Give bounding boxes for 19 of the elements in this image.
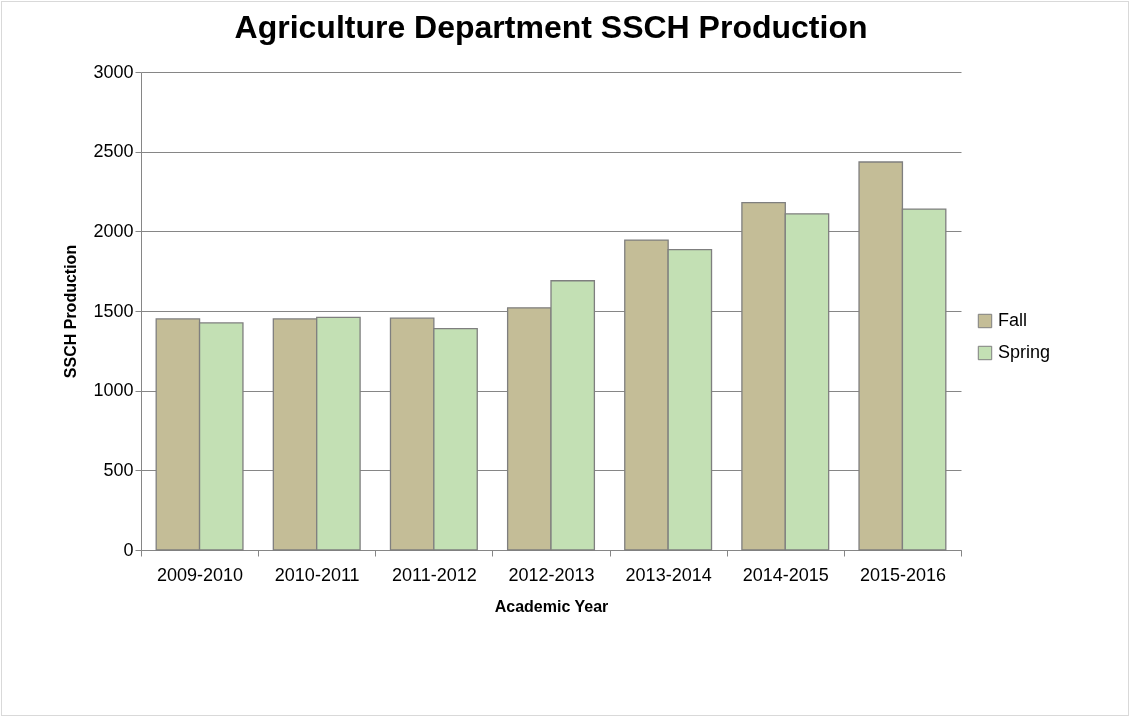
y-tick-label: 500 xyxy=(103,459,134,480)
y-tick-label: 0 xyxy=(123,539,134,560)
x-tick-label: 2009-2010 xyxy=(157,564,244,585)
y-tick-label: 3000 xyxy=(93,61,134,82)
x-tick-label: 2015-2016 xyxy=(859,564,946,585)
y-tick-label: 2000 xyxy=(93,220,134,241)
legend-label: Spring xyxy=(998,342,1051,362)
chart-title: Agriculture Department SSCH Production xyxy=(234,9,868,45)
x-tick-label: 2011-2012 xyxy=(391,564,477,585)
legend-label: Fall xyxy=(998,310,1028,330)
x-tick-label: 2013-2014 xyxy=(625,564,712,585)
x-tick-label: 2010-2011 xyxy=(274,564,360,585)
x-axis-title: Academic Year xyxy=(494,597,609,615)
x-tick-label: 2014-2015 xyxy=(742,564,829,585)
x-tick-label: 2012-2013 xyxy=(508,564,595,585)
y-tick-label: 1000 xyxy=(93,380,134,401)
y-axis-title: SSCH Production xyxy=(62,244,80,379)
y-tick-label: 1500 xyxy=(93,300,134,321)
y-tick-label: 2500 xyxy=(93,141,134,162)
